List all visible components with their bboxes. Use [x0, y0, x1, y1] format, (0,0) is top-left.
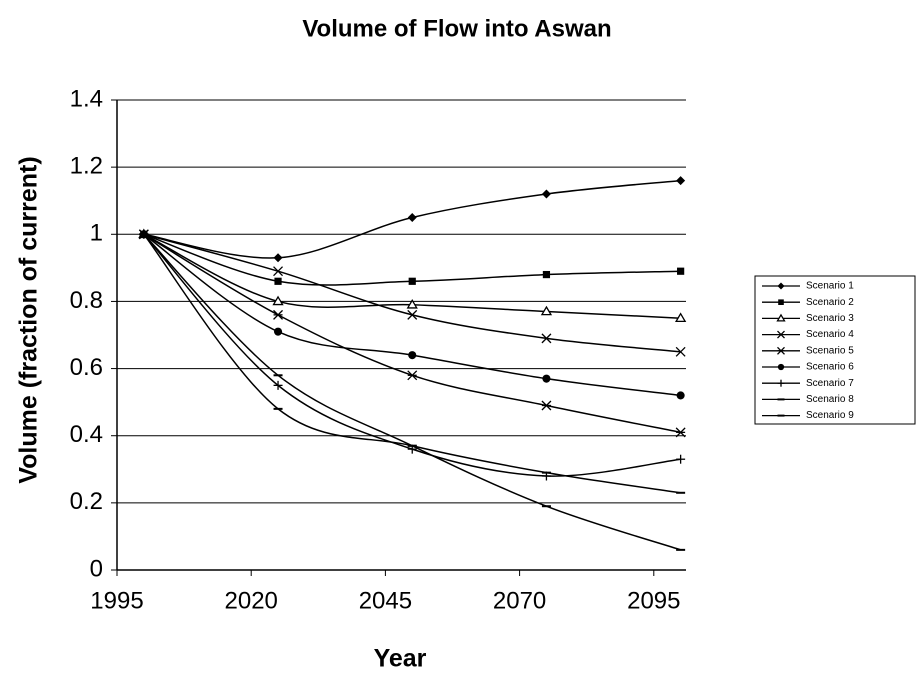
- marker-part: [777, 330, 785, 339]
- marker: [407, 213, 417, 222]
- y-tick-label: 0.6: [70, 354, 103, 381]
- marker: [406, 299, 418, 309]
- marker: [676, 176, 686, 186]
- y-tick-label: 1.2: [70, 152, 103, 179]
- x-tick-label: 2020: [225, 587, 278, 614]
- marker-part: [407, 213, 417, 222]
- marker: [777, 363, 785, 371]
- y-tick-label: 0.2: [70, 488, 103, 515]
- y-tick-label: 1.4: [70, 85, 103, 112]
- legend-label: Scenario 8: [806, 394, 854, 405]
- marker: [273, 309, 283, 320]
- marker-part: [541, 333, 552, 344]
- marker: [408, 277, 416, 285]
- marker: [675, 427, 686, 438]
- marker: [407, 370, 418, 381]
- marker: [408, 351, 417, 360]
- marker-part: [777, 363, 785, 371]
- marker: [676, 391, 685, 400]
- marker: [273, 380, 283, 390]
- marker-part: [778, 299, 784, 305]
- marker-part: [408, 277, 416, 285]
- marker-part: [273, 327, 283, 336]
- legend-label: Scenario 6: [806, 362, 854, 373]
- marker: [541, 400, 552, 411]
- x-axis-title: Year: [374, 645, 427, 673]
- marker: [777, 346, 785, 355]
- marker: [540, 305, 553, 316]
- marker: [675, 346, 686, 357]
- marker-part: [273, 253, 283, 263]
- series-line: [143, 233, 681, 286]
- x-tick-label: 2095: [627, 587, 680, 614]
- marker-part: [776, 313, 786, 322]
- marker: [273, 327, 283, 336]
- marker-part: [541, 189, 551, 199]
- legend-label: Scenario 4: [806, 329, 854, 340]
- legend-label: Scenario 2: [806, 297, 854, 308]
- x-tick-label: 2070: [493, 587, 546, 614]
- marker: [541, 333, 552, 344]
- marker: [674, 312, 687, 323]
- marker: [272, 295, 284, 306]
- x-tick-label: 2045: [359, 587, 412, 614]
- x-tick-label: 1995: [90, 587, 143, 614]
- marker-part: [675, 346, 686, 357]
- series-line: [143, 233, 681, 477]
- marker: [776, 313, 786, 322]
- series-line: [143, 233, 681, 434]
- marker: [777, 282, 785, 290]
- marker: [542, 270, 551, 279]
- y-axis-title: Volume (fraction of current): [15, 156, 43, 483]
- legend-label: Scenario 5: [806, 345, 854, 356]
- marker: [777, 330, 785, 339]
- y-tick-label: 0.4: [70, 421, 103, 448]
- marker-part: [674, 312, 687, 323]
- legend-label: Scenario 7: [806, 378, 854, 389]
- legend-label: Scenario 9: [806, 410, 854, 421]
- marker-part: [407, 309, 418, 320]
- marker-part: [408, 351, 417, 360]
- marker-part: [542, 270, 551, 279]
- marker: [274, 277, 282, 285]
- marker: [677, 267, 685, 275]
- marker-part: [677, 267, 685, 275]
- series-line: [143, 233, 681, 353]
- marker-part: [540, 305, 553, 316]
- marker: [273, 266, 283, 277]
- marker: [407, 309, 418, 320]
- marker: [273, 253, 283, 263]
- marker: [542, 374, 551, 383]
- y-tick-label: 0.8: [70, 287, 103, 314]
- marker-part: [274, 277, 282, 285]
- marker: [778, 299, 784, 305]
- y-tick-label: 0: [90, 555, 103, 582]
- legend-label: Scenario 1: [806, 281, 854, 292]
- marker-part: [777, 282, 785, 290]
- marker: [541, 189, 551, 199]
- y-tick-label: 1: [90, 220, 103, 247]
- marker: [777, 379, 785, 387]
- series-line: [143, 233, 681, 494]
- marker-part: [272, 295, 284, 306]
- marker-part: [273, 266, 283, 277]
- marker: [676, 454, 686, 464]
- marker-part: [406, 299, 418, 309]
- marker-part: [676, 176, 686, 186]
- chart-title: Volume of Flow into Aswan: [302, 15, 611, 42]
- marker-part: [676, 391, 685, 400]
- legend-label: Scenario 3: [806, 313, 854, 324]
- marker-part: [542, 374, 551, 383]
